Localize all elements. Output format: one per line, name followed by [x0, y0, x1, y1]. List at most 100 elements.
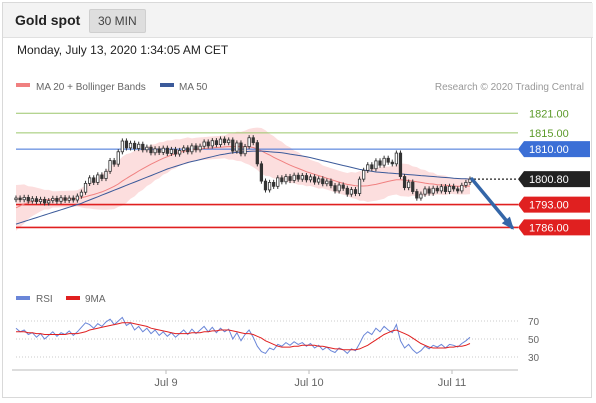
forecast-arrow-head — [501, 216, 514, 230]
interval-button[interactable]: 30 MIN — [89, 9, 146, 33]
x-tick-label: Jul 9 — [154, 377, 177, 389]
candle-body — [411, 181, 415, 192]
candle-body — [239, 142, 243, 155]
candle-body — [402, 176, 407, 189]
candle-body — [173, 149, 178, 155]
candle-body — [333, 185, 337, 192]
candle-body — [415, 191, 419, 199]
candle-body — [120, 140, 124, 153]
candle-body — [312, 176, 317, 183]
title-bar: Gold spot 30 MIN — [3, 3, 593, 38]
candle-body — [30, 198, 34, 202]
candle-body — [96, 174, 100, 183]
candle-body — [190, 145, 194, 153]
candle-body — [345, 187, 349, 195]
candle-body — [47, 200, 51, 204]
candle-body — [161, 147, 165, 153]
candle-body — [132, 142, 137, 149]
candle-body — [394, 152, 399, 165]
candle-body — [112, 160, 116, 165]
x-tick-label: Jul 10 — [294, 377, 323, 389]
ma50-legend-label: MA 50 — [179, 82, 208, 93]
candle-body — [210, 140, 214, 147]
candle-body — [447, 185, 452, 192]
candle-body — [198, 145, 202, 151]
ma50-line — [15, 150, 471, 225]
candle-body — [202, 141, 206, 147]
candle-body — [67, 197, 71, 201]
candle-body — [280, 177, 284, 183]
candle-body — [149, 146, 153, 154]
rsi-ma-legend-label: 9MA — [85, 294, 106, 305]
candle-body — [452, 185, 456, 190]
candle-body — [431, 187, 435, 194]
candle-body — [378, 160, 382, 166]
candle-body — [59, 197, 63, 202]
legend-top: MA 20 + Bollinger Bands MA 50 Research ©… — [16, 82, 584, 93]
candle-body — [104, 170, 108, 179]
candle-body — [255, 142, 259, 165]
candle-body — [398, 152, 403, 177]
candle-body — [390, 161, 394, 165]
candle-body — [55, 197, 59, 202]
main-plot: 1821.00 1815.00 1810.00 1800.80 1793.00 1786.… — [14, 108, 590, 236]
candle-body — [304, 175, 309, 181]
rsi-tick-label: 70 — [528, 317, 540, 328]
candle-body — [38, 198, 43, 203]
candle-body — [79, 191, 84, 197]
rsi-line — [15, 316, 471, 355]
candle-body — [337, 184, 341, 192]
candle-body — [419, 193, 423, 199]
rsi-plot: 70 50 30 — [15, 316, 540, 364]
candle-body — [26, 197, 30, 202]
level-label-resistance-2: 1821.00 — [529, 108, 569, 120]
rsi-legend-swatch — [16, 296, 30, 300]
candle-body — [22, 197, 26, 201]
x-axis: Jul 9 Jul 10 Jul 11 — [12, 369, 518, 389]
candle-body — [108, 160, 112, 172]
candle-body — [186, 147, 190, 153]
candle-body — [357, 178, 362, 194]
level-label-box-last-price — [518, 171, 590, 188]
candle-body — [374, 160, 378, 170]
candle-body — [194, 145, 198, 151]
level-label-box-support-2 — [518, 219, 590, 236]
level-label-resistance-1: 1815.00 — [529, 128, 569, 140]
candle-body — [329, 180, 333, 187]
candle-body — [153, 148, 157, 154]
candle-body — [317, 178, 321, 183]
candle-body — [227, 139, 231, 144]
candle-body — [75, 195, 79, 201]
candle-body — [362, 169, 366, 180]
candle-body — [382, 157, 386, 166]
candle-body — [87, 177, 92, 184]
candle-body — [214, 140, 219, 145]
candle-body — [157, 148, 161, 153]
candle-body — [427, 188, 431, 194]
candle-body — [439, 186, 443, 192]
candle-body — [243, 146, 247, 155]
candle-body — [407, 181, 411, 189]
candle-body — [464, 182, 468, 186]
candle-body — [51, 197, 55, 202]
candle-body — [43, 198, 47, 204]
candle-body — [182, 147, 186, 151]
candle-body — [128, 142, 133, 149]
candle-body — [443, 186, 448, 192]
level-label-pivot: 1810.00 — [529, 144, 569, 156]
candle-body — [251, 137, 255, 144]
candle-body — [247, 137, 251, 147]
candle-body — [124, 140, 129, 149]
candle-body — [370, 164, 374, 170]
candle-body — [456, 188, 460, 192]
candle-body — [263, 180, 268, 191]
level-label-last-price: 1800.80 — [529, 174, 569, 186]
forecast-arrow-shaft — [470, 177, 514, 230]
candle-body — [423, 188, 427, 195]
candle-body — [259, 163, 264, 182]
candle-body — [308, 176, 313, 181]
candle-body — [288, 176, 292, 181]
candle-body — [296, 174, 300, 180]
level-label-box-pivot — [518, 141, 590, 158]
candle-body — [92, 177, 96, 183]
